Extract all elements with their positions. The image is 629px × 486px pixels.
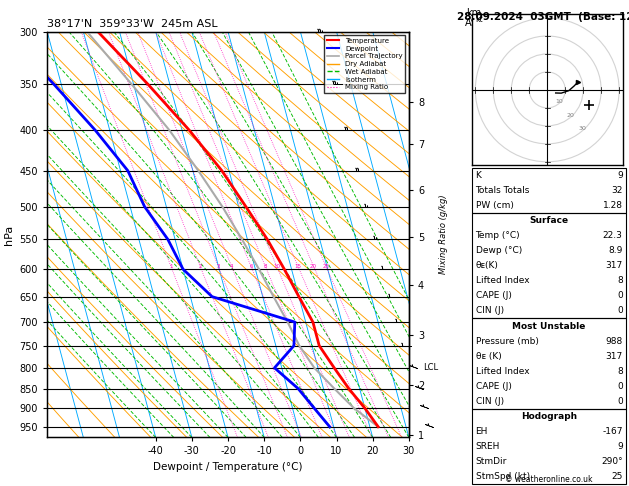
- Text: 20: 20: [310, 264, 317, 269]
- Text: Totals Totals: Totals Totals: [476, 186, 530, 195]
- Text: Temp (°C): Temp (°C): [476, 231, 520, 240]
- Text: EH: EH: [476, 427, 488, 436]
- Text: StmSpd (kt): StmSpd (kt): [476, 472, 530, 481]
- Text: 0: 0: [617, 382, 623, 391]
- Text: Most Unstable: Most Unstable: [512, 322, 586, 330]
- Text: 2: 2: [198, 264, 202, 269]
- Text: 988: 988: [606, 337, 623, 346]
- Text: 290°: 290°: [601, 457, 623, 466]
- Text: StmDir: StmDir: [476, 457, 507, 466]
- Y-axis label: hPa: hPa: [4, 225, 14, 244]
- Text: Lifted Index: Lifted Index: [476, 277, 529, 285]
- Text: CIN (J): CIN (J): [476, 397, 504, 406]
- Text: © weatheronline.co.uk: © weatheronline.co.uk: [505, 474, 593, 484]
- Text: θᴇ(K): θᴇ(K): [476, 261, 498, 270]
- Text: 32: 32: [611, 186, 623, 195]
- Text: 1.28: 1.28: [603, 201, 623, 210]
- Text: Hodograph: Hodograph: [521, 412, 577, 421]
- Text: Dewp (°C): Dewp (°C): [476, 246, 522, 255]
- Text: km
ASL: km ASL: [465, 7, 483, 28]
- Text: 1: 1: [169, 264, 172, 269]
- Text: 0: 0: [617, 307, 623, 315]
- Text: 8: 8: [264, 264, 267, 269]
- Text: 317: 317: [606, 261, 623, 270]
- Text: 4: 4: [230, 264, 233, 269]
- Text: 8: 8: [617, 367, 623, 376]
- Text: 10: 10: [555, 100, 563, 104]
- Text: Lifted Index: Lifted Index: [476, 367, 529, 376]
- Text: 3: 3: [216, 264, 220, 269]
- Text: -167: -167: [602, 427, 623, 436]
- Text: Mixing Ratio (g/kg): Mixing Ratio (g/kg): [439, 195, 448, 274]
- Text: PW (cm): PW (cm): [476, 201, 513, 210]
- Text: Surface: Surface: [529, 216, 569, 225]
- Text: Pressure (mb): Pressure (mb): [476, 337, 538, 346]
- Text: 9: 9: [617, 171, 623, 180]
- Text: 20: 20: [567, 113, 574, 118]
- Text: 0: 0: [617, 292, 623, 300]
- Text: 0: 0: [617, 397, 623, 406]
- Text: 6: 6: [249, 264, 253, 269]
- Text: 317: 317: [606, 352, 623, 361]
- Text: SREH: SREH: [476, 442, 500, 451]
- Text: 15: 15: [294, 264, 301, 269]
- Text: 22.3: 22.3: [603, 231, 623, 240]
- Text: CIN (J): CIN (J): [476, 307, 504, 315]
- Text: 25: 25: [611, 472, 623, 481]
- Text: kt: kt: [476, 15, 483, 24]
- Text: CAPE (J): CAPE (J): [476, 292, 511, 300]
- Text: 30: 30: [578, 126, 586, 131]
- Text: 38°17'N  359°33'W  245m ASL: 38°17'N 359°33'W 245m ASL: [47, 19, 218, 30]
- Text: 9: 9: [617, 442, 623, 451]
- Text: 8: 8: [617, 277, 623, 285]
- X-axis label: Dewpoint / Temperature (°C): Dewpoint / Temperature (°C): [153, 462, 303, 472]
- Text: 8.9: 8.9: [608, 246, 623, 255]
- Text: θᴇ (K): θᴇ (K): [476, 352, 501, 361]
- Text: CAPE (J): CAPE (J): [476, 382, 511, 391]
- Text: 28.09.2024  03GMT  (Base: 12): 28.09.2024 03GMT (Base: 12): [457, 12, 629, 22]
- Legend: Temperature, Dewpoint, Parcel Trajectory, Dry Adiabat, Wet Adiabat, Isotherm, Mi: Temperature, Dewpoint, Parcel Trajectory…: [324, 35, 405, 93]
- Text: 25: 25: [323, 264, 330, 269]
- Text: LCL: LCL: [423, 364, 438, 372]
- Text: K: K: [476, 171, 481, 180]
- Text: 10: 10: [273, 264, 280, 269]
